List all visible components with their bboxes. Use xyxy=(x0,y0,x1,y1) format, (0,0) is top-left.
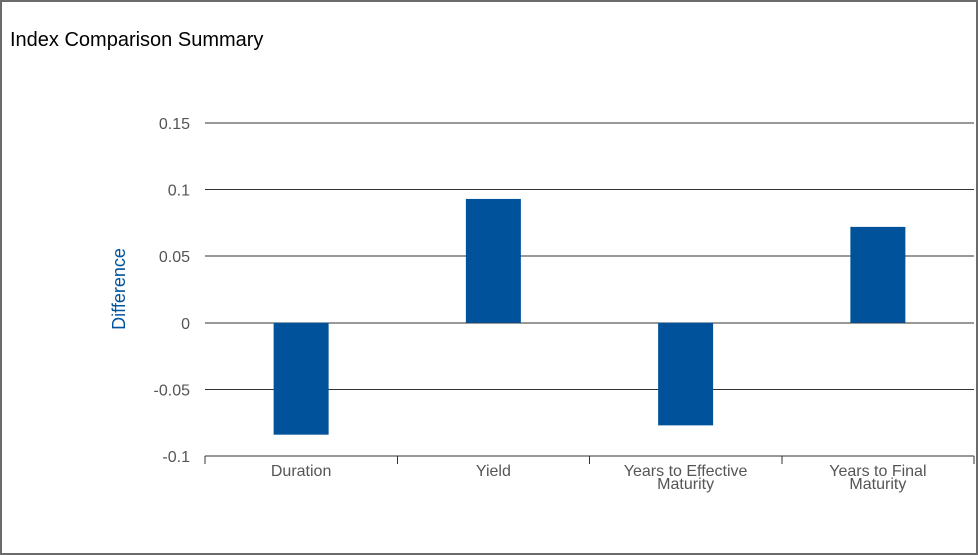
bar xyxy=(465,198,521,323)
bar xyxy=(850,226,906,323)
y-tick-label: 0.1 xyxy=(168,183,190,200)
grid-layer xyxy=(205,122,974,390)
bar-layer xyxy=(273,198,906,435)
y-tick-label: 0.05 xyxy=(159,249,190,266)
x-tick-label: Duration xyxy=(271,463,331,480)
y-tick-label: -0.05 xyxy=(154,382,191,399)
bar xyxy=(273,322,329,435)
y-tick-label: 0.15 xyxy=(159,116,190,133)
y-tick-label: -0.1 xyxy=(162,449,190,466)
x-tick-label: Years to Final Maturity xyxy=(829,463,926,493)
axis-layer xyxy=(204,455,975,464)
y-axis-title: Difference xyxy=(109,248,129,330)
x-tick-label: Years to Effective Maturity xyxy=(624,463,748,493)
bar xyxy=(658,322,714,426)
y-tick-label: 0 xyxy=(181,316,190,333)
label-layer: 0.15 0.1 0.05 0 -0.05 -0.1 Duration Yield Years … xyxy=(109,116,927,493)
chart-title: Index Comparison Summary xyxy=(10,29,264,51)
x-tick-label: Yield xyxy=(476,463,511,480)
